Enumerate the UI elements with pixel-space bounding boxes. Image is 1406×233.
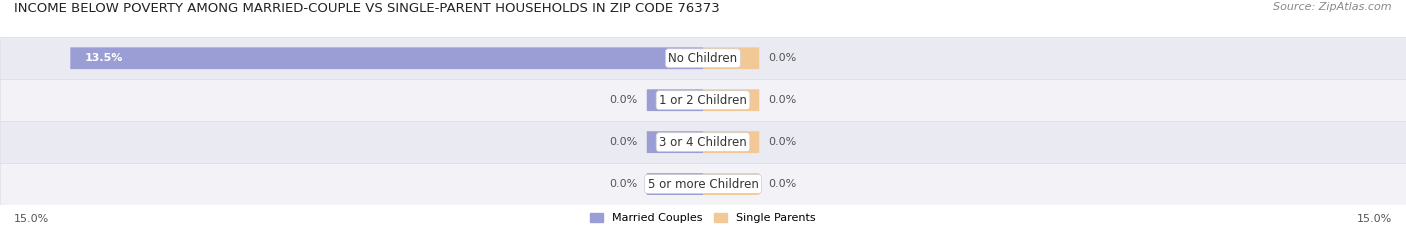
FancyBboxPatch shape (70, 47, 703, 69)
Text: 0.0%: 0.0% (769, 179, 797, 189)
Legend: Married Couples, Single Parents: Married Couples, Single Parents (586, 208, 820, 227)
FancyBboxPatch shape (703, 47, 759, 69)
Bar (0, 121, 1406, 163)
Text: 15.0%: 15.0% (1357, 214, 1392, 224)
Text: 0.0%: 0.0% (609, 179, 637, 189)
Bar (0, 163, 1406, 205)
FancyBboxPatch shape (647, 173, 703, 195)
FancyBboxPatch shape (647, 89, 703, 111)
FancyBboxPatch shape (703, 131, 759, 153)
FancyBboxPatch shape (703, 173, 759, 195)
FancyBboxPatch shape (647, 131, 703, 153)
Text: 5 or more Children: 5 or more Children (648, 178, 758, 191)
Text: No Children: No Children (668, 52, 738, 65)
FancyBboxPatch shape (703, 89, 759, 111)
Text: 15.0%: 15.0% (14, 214, 49, 224)
Text: 0.0%: 0.0% (609, 95, 637, 105)
Text: 1 or 2 Children: 1 or 2 Children (659, 94, 747, 107)
Bar (0, 37, 1406, 79)
Text: 13.5%: 13.5% (84, 53, 122, 63)
Text: INCOME BELOW POVERTY AMONG MARRIED-COUPLE VS SINGLE-PARENT HOUSEHOLDS IN ZIP COD: INCOME BELOW POVERTY AMONG MARRIED-COUPL… (14, 2, 720, 15)
Text: Source: ZipAtlas.com: Source: ZipAtlas.com (1274, 2, 1392, 12)
Bar (0, 79, 1406, 121)
Text: 3 or 4 Children: 3 or 4 Children (659, 136, 747, 149)
Text: 0.0%: 0.0% (769, 137, 797, 147)
Text: 0.0%: 0.0% (769, 95, 797, 105)
Text: 0.0%: 0.0% (769, 53, 797, 63)
Text: 0.0%: 0.0% (609, 137, 637, 147)
